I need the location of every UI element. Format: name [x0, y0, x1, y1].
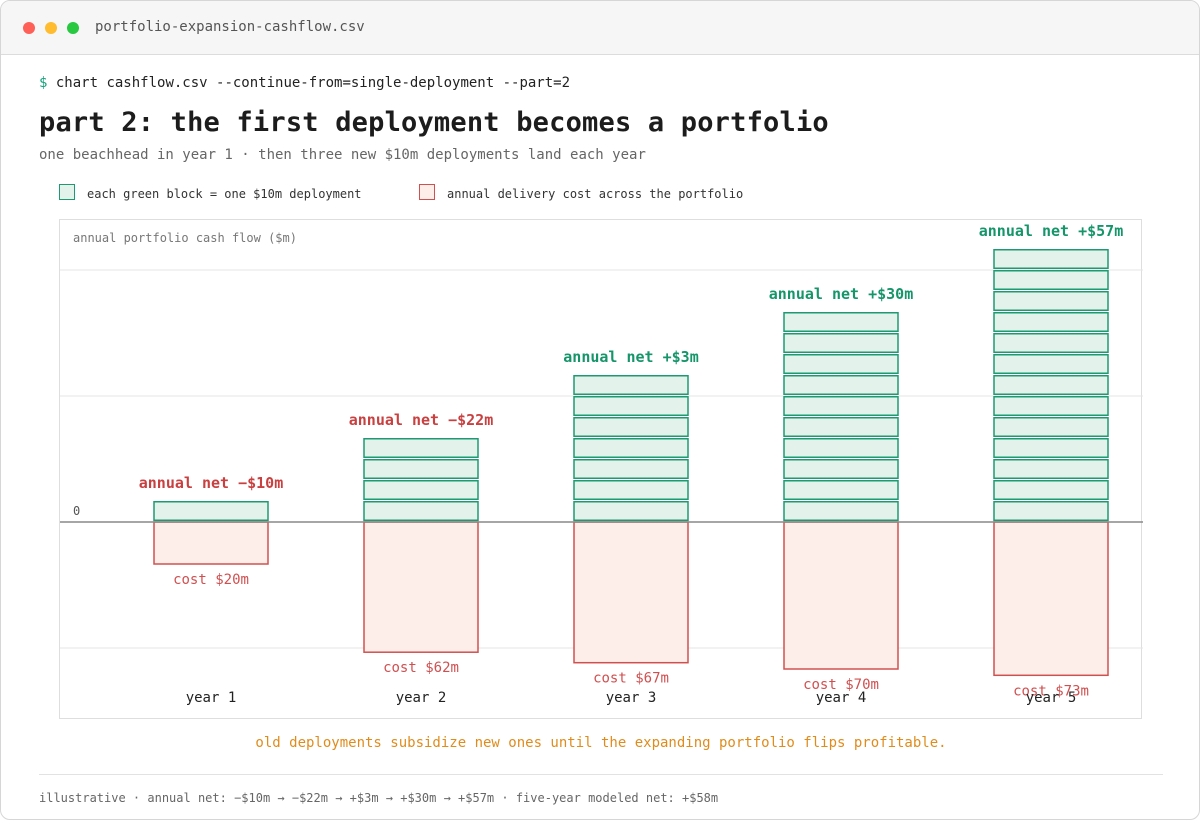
deployment-block	[993, 459, 1109, 479]
deployment-block	[993, 396, 1109, 416]
annotation-note: old deployments subsidize new ones until…	[255, 735, 947, 751]
deployment-block	[573, 417, 689, 437]
net-label: annual net −$22m	[349, 411, 494, 429]
cost-label: cost $70m	[803, 677, 879, 693]
page-subtitle: one beachhead in year 1 · then three new…	[39, 147, 646, 163]
deployment-block	[363, 480, 479, 500]
deployment-block	[993, 291, 1109, 311]
minimize-window-button[interactable]	[45, 22, 57, 34]
legend-red-swatch	[419, 184, 435, 200]
category-label: year 5	[1026, 690, 1077, 706]
category-label: year 1	[186, 690, 237, 706]
deployment-block	[783, 354, 899, 374]
deployment-block	[783, 312, 899, 332]
deployment-block	[993, 438, 1109, 458]
deployment-block	[783, 396, 899, 416]
command-prompt: $	[39, 75, 48, 91]
deployment-block	[993, 501, 1109, 521]
plot-area: annual portfolio cash flow ($m) 0 cost $20…	[59, 219, 1143, 719]
deployment-block	[993, 480, 1109, 500]
cashflow-chart: annual portfolio cash flow ($m) 0 cost $20…	[60, 222, 1143, 706]
deployment-block	[993, 270, 1109, 290]
footer-text: illustrative · annual net: −$10m → −$22m…	[39, 791, 719, 805]
net-label: annual net +$57m	[979, 222, 1124, 240]
deployment-block	[573, 501, 689, 521]
close-window-button[interactable]	[23, 22, 35, 34]
net-label: annual net +$3m	[563, 348, 698, 366]
deployment-block	[783, 417, 899, 437]
category-label: year 3	[606, 690, 657, 706]
deployment-block	[783, 501, 899, 521]
maximize-window-button[interactable]	[67, 22, 79, 34]
cost-label: cost $67m	[593, 671, 669, 687]
deployment-block	[993, 354, 1109, 374]
deployment-block	[993, 249, 1109, 269]
deployment-block	[993, 375, 1109, 395]
deployment-block	[573, 459, 689, 479]
deployment-block	[573, 396, 689, 416]
deployment-block	[573, 375, 689, 395]
deployment-block	[783, 333, 899, 353]
y-axis-label: annual portfolio cash flow ($m)	[73, 231, 297, 245]
net-label: annual net +$30m	[769, 285, 914, 303]
cost-bar	[993, 521, 1109, 677]
title-bar: portfolio-expansion-cashflow.csv	[1, 1, 1199, 55]
legend-green-label: each green block = one $10m deployment	[87, 187, 362, 201]
category-label: year 2	[396, 690, 447, 706]
command-text: chart cashflow.csv --continue-from=singl…	[55, 75, 571, 91]
cost-label: cost $20m	[173, 572, 249, 588]
legend-green-swatch	[59, 184, 75, 200]
net-label: annual net −$10m	[139, 474, 284, 492]
zero-tick-label: 0	[73, 504, 80, 518]
command-line: $ chart cashflow.csv --continue-from=sin…	[39, 75, 570, 91]
deployment-block	[573, 480, 689, 500]
deployment-block	[153, 501, 269, 521]
deployment-block	[783, 375, 899, 395]
cost-bar	[153, 521, 269, 565]
deployment-block	[783, 459, 899, 479]
deployment-block	[363, 459, 479, 479]
window-title: portfolio-expansion-cashflow.csv	[95, 19, 365, 35]
deployment-block	[573, 438, 689, 458]
cost-bar	[363, 521, 479, 653]
legend-red-label: annual delivery cost across the portfoli…	[447, 187, 744, 201]
deployment-block	[993, 417, 1109, 437]
deployment-block	[993, 333, 1109, 353]
category-label: year 4	[816, 690, 867, 706]
deployment-block	[363, 501, 479, 521]
cost-label: cost $62m	[383, 660, 459, 676]
deployment-block	[363, 438, 479, 458]
cost-bar	[573, 521, 689, 664]
deployment-block	[993, 312, 1109, 332]
deployment-block	[783, 438, 899, 458]
footer-divider	[39, 774, 1163, 775]
page-title: part 2: the first deployment becomes a p…	[39, 107, 829, 138]
deployment-block	[783, 480, 899, 500]
cost-bar	[783, 521, 899, 670]
cost-label: cost $73m	[1013, 683, 1089, 699]
